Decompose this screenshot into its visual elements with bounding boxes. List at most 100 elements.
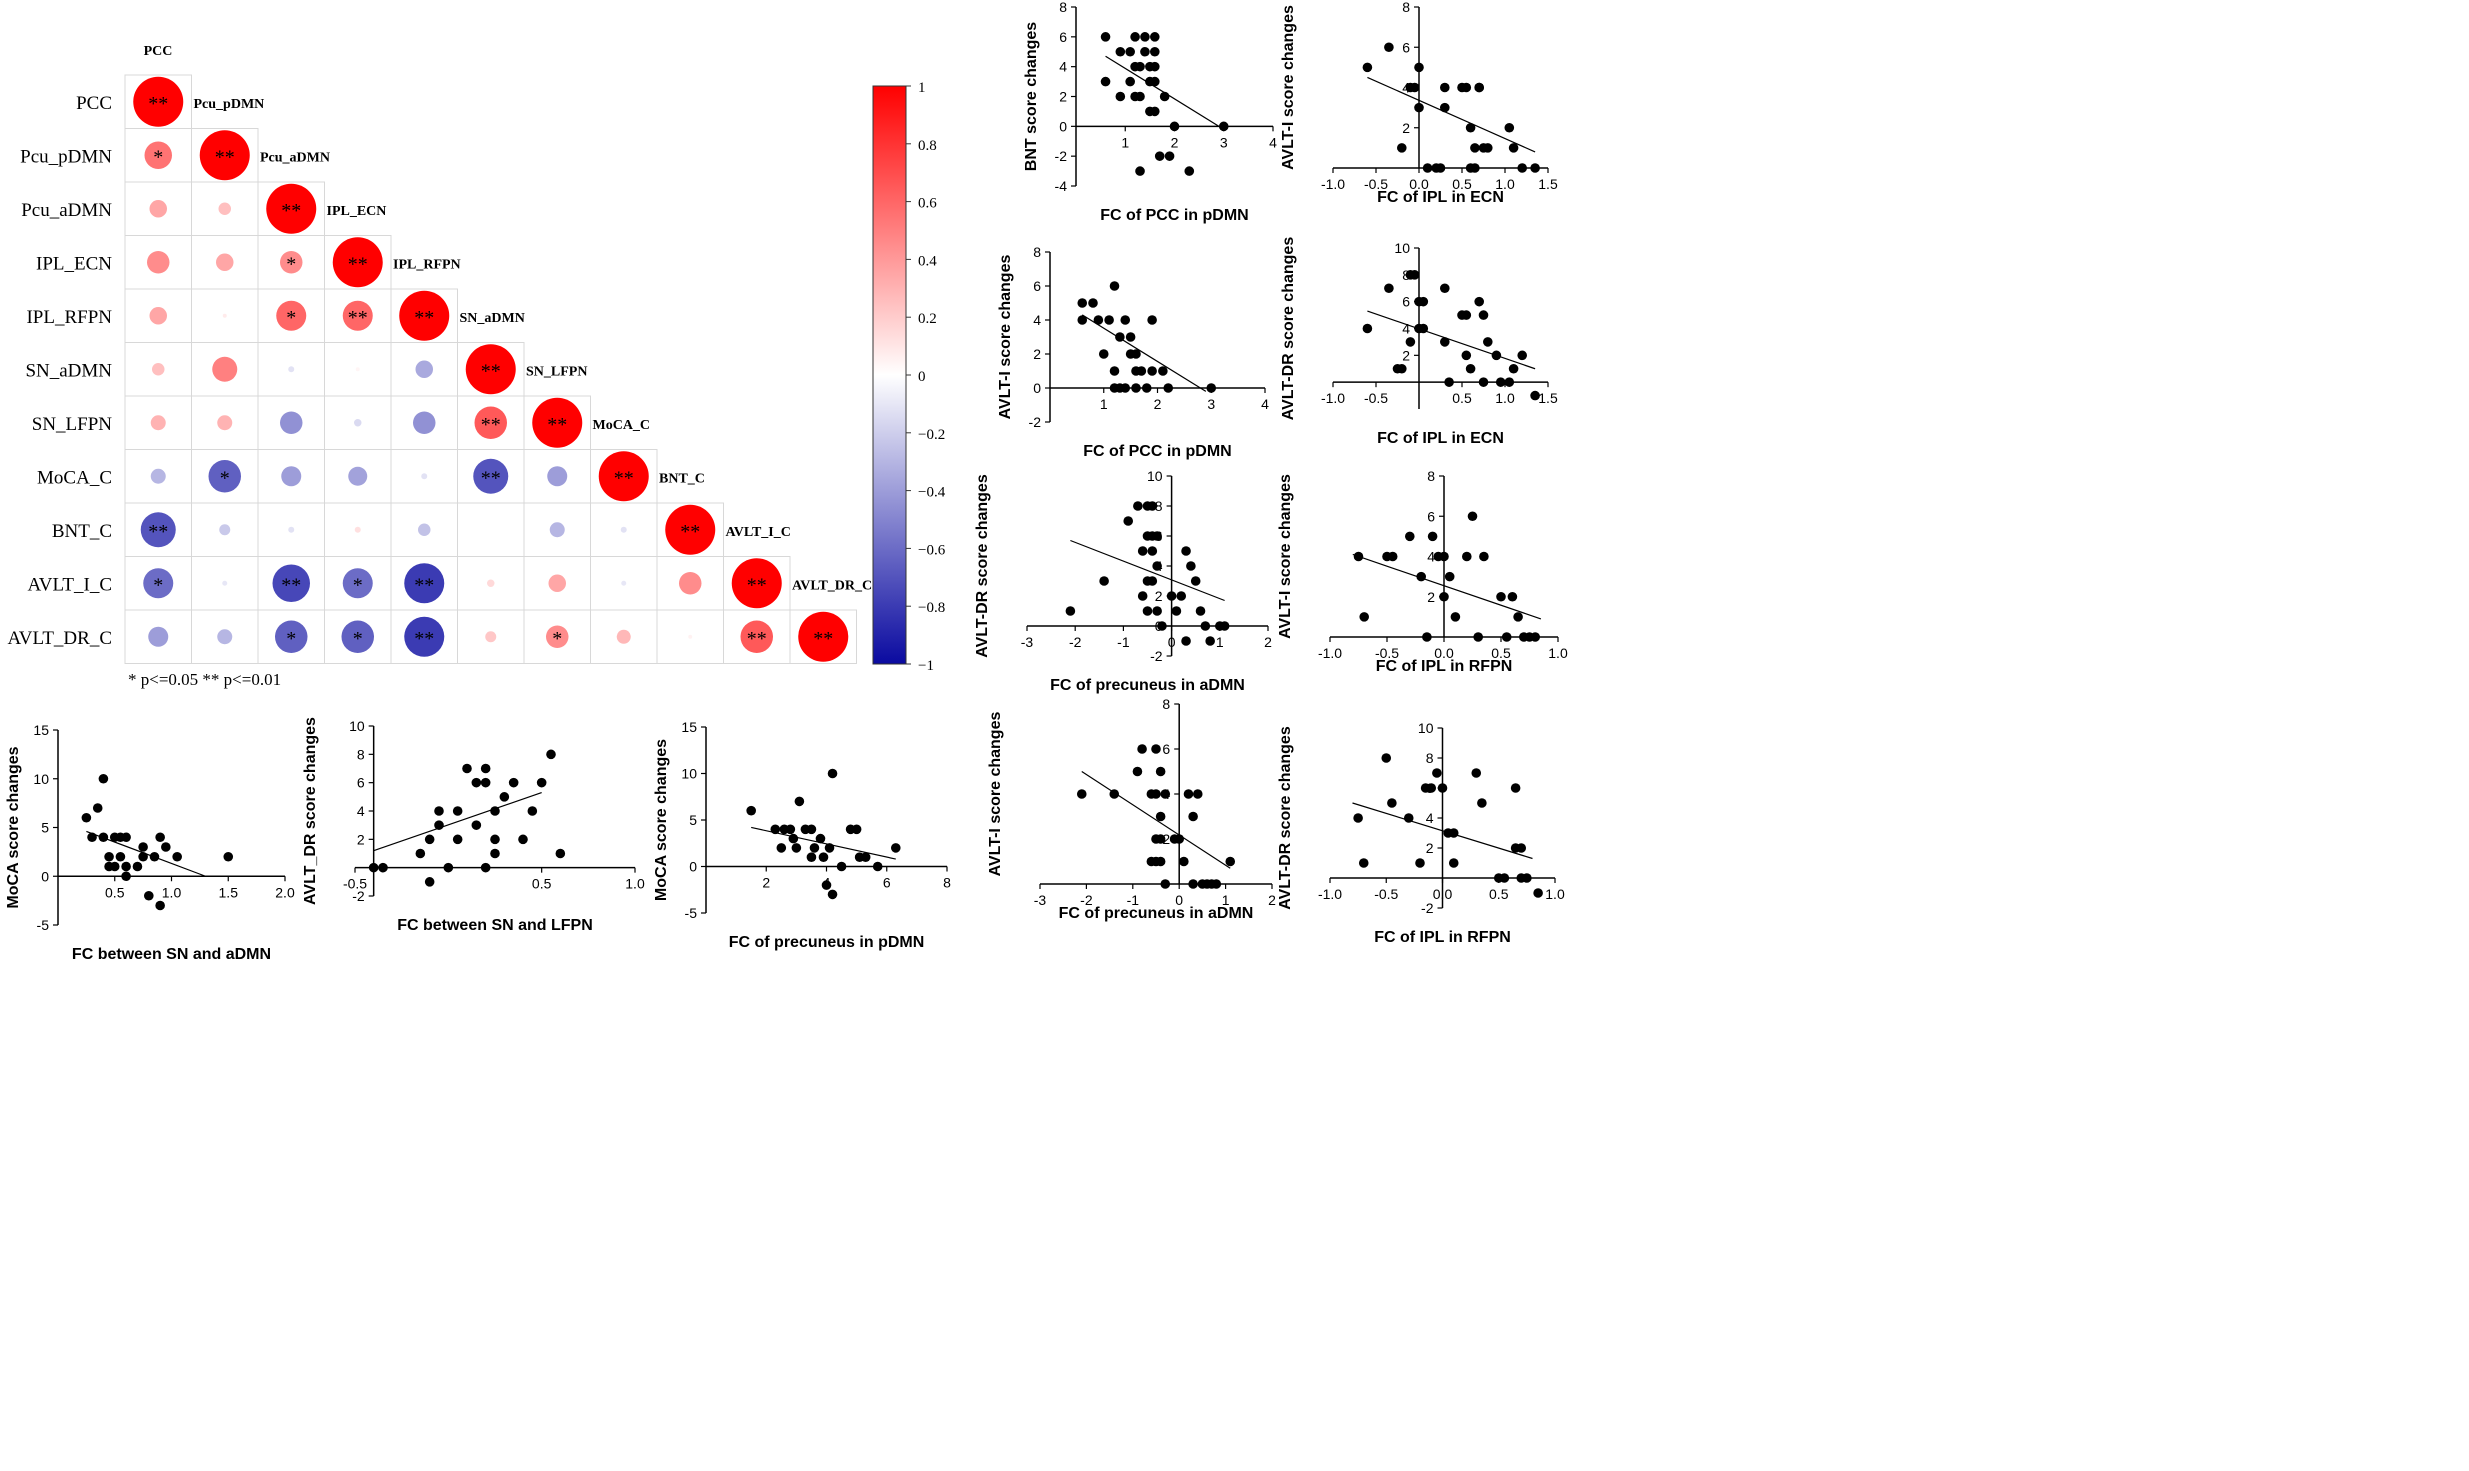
regression-line — [1081, 770, 1231, 869]
correlation-circle — [547, 466, 568, 487]
data-point — [791, 843, 802, 853]
data-point — [1169, 121, 1180, 132]
x-tick-label: 0.5 — [1491, 645, 1511, 661]
data-point — [1176, 591, 1187, 601]
heatmap-cell — [191, 235, 259, 290]
significance-mark: ** — [414, 307, 434, 329]
correlation-circle — [404, 616, 445, 657]
correlation-circle — [679, 572, 702, 595]
data-point — [109, 861, 120, 872]
data-point — [368, 862, 379, 873]
correlation-circle — [413, 411, 436, 434]
data-point — [1147, 546, 1158, 556]
data-point — [518, 834, 528, 845]
data-point — [809, 843, 820, 853]
data-point — [1440, 82, 1450, 93]
diagonal-label: SN_aDMN — [460, 311, 525, 326]
data-point — [1530, 390, 1540, 401]
colorbar-tick-label: 0.8 — [918, 138, 937, 154]
y-tick-label: 4 — [1059, 59, 1067, 75]
data-point — [1188, 811, 1198, 822]
heatmap-cell — [656, 556, 724, 611]
correlation-circle — [144, 141, 172, 169]
data-point — [1508, 143, 1519, 153]
x-axis-label: FC of IPL in RFPN — [1374, 929, 1511, 946]
data-point — [1218, 121, 1229, 132]
data-point — [378, 862, 388, 873]
data-point — [818, 852, 829, 862]
data-point — [1140, 32, 1150, 42]
y-tick-label: 8 — [357, 746, 365, 762]
data-point — [1136, 366, 1147, 376]
correlation-circle — [133, 76, 184, 127]
y-axis-label: AVLT-DR score changes — [1277, 726, 1294, 910]
y-tick-label: 8 — [1402, 0, 1410, 15]
data-point — [1150, 46, 1160, 57]
correlation-circle — [487, 579, 495, 587]
data-point — [1181, 546, 1191, 556]
y-tick-label: 2 — [1402, 347, 1410, 363]
data-point — [471, 777, 482, 788]
data-point — [1152, 531, 1162, 541]
data-point — [1473, 632, 1483, 642]
x-tick-label: 2 — [762, 875, 770, 891]
row-label: AVLT_DR_C — [7, 628, 112, 649]
x-tick-label: -0.5 — [1364, 176, 1388, 192]
data-point — [872, 861, 883, 872]
significance-mark: * — [220, 467, 230, 489]
correlation-circle — [222, 313, 227, 318]
data-point — [1155, 766, 1166, 777]
data-point — [452, 806, 463, 816]
x-tick-label: -1.0 — [1318, 645, 1342, 661]
significance-mark: ** — [348, 253, 368, 275]
diagonal-label: AVLT_I_C — [726, 525, 791, 540]
correlation-circle — [488, 527, 493, 532]
data-point — [785, 824, 796, 835]
correlation-circle — [418, 523, 431, 536]
data-point — [1147, 366, 1157, 376]
data-point — [1159, 91, 1170, 102]
data-point — [1104, 315, 1114, 325]
data-point — [1115, 91, 1126, 102]
y-tick-label: 0 — [1059, 118, 1067, 134]
regression-line — [1352, 802, 1533, 860]
data-point — [1439, 591, 1449, 602]
x-tick-label: 1.0 — [1495, 390, 1515, 406]
data-point — [121, 861, 131, 872]
correlation-circle — [143, 568, 174, 599]
correlation-circle — [217, 415, 233, 431]
y-tick-label: 4 — [1426, 810, 1434, 826]
x-tick-label: 3 — [1207, 396, 1215, 412]
data-point — [1444, 571, 1455, 582]
data-point — [1125, 46, 1135, 57]
data-point — [1166, 591, 1177, 601]
data-point — [851, 824, 862, 835]
x-tick-label: 1 — [1121, 134, 1129, 150]
data-point — [1414, 62, 1424, 73]
diagonal-label: Pcu_pDMN — [194, 97, 265, 112]
significance-mark: * — [353, 628, 363, 650]
correlation-circle — [348, 466, 368, 486]
significance-mark: ** — [281, 574, 301, 596]
regression-line — [1367, 310, 1536, 370]
x-tick-label: -0.5 — [1375, 645, 1399, 661]
correlation-circle — [216, 253, 234, 271]
diagonal-label: SN_LFPN — [526, 364, 587, 379]
data-point — [104, 851, 114, 862]
y-tick-label: 4 — [357, 803, 365, 819]
regression-line — [1367, 76, 1536, 153]
data-point — [1530, 163, 1540, 173]
y-tick-label: 8 — [1427, 468, 1435, 484]
data-point — [1448, 828, 1459, 838]
correlation-circle — [276, 300, 307, 331]
correlation-circle — [222, 580, 228, 586]
y-tick-label: 2 — [1427, 589, 1435, 605]
data-point — [138, 851, 148, 862]
data-point — [1157, 621, 1167, 631]
significance-mark: ** — [481, 414, 501, 436]
x-tick-label: 0.5 — [105, 884, 125, 900]
data-point — [1077, 315, 1088, 325]
y-tick-label: -2 — [1029, 414, 1042, 430]
